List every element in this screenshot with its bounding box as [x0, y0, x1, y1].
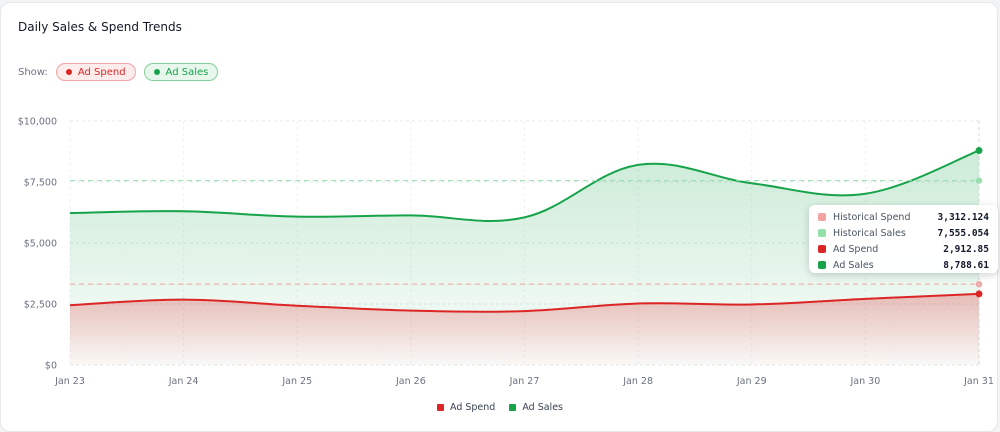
tooltip-series-value: 2,912.85: [943, 243, 989, 255]
x-tick-label: Jan 30: [849, 376, 880, 387]
x-tick-label: Jan 25: [281, 376, 312, 387]
chart-tooltip: Historical Spend 3,312.124 Historical Sale…: [809, 205, 998, 273]
show-label: Show:: [18, 66, 48, 78]
x-tick-label: Jan 28: [622, 376, 653, 387]
x-tick-label: Jan 27: [509, 376, 540, 387]
y-tick-label: $2,500: [24, 300, 57, 311]
series-line-ad-spend: [69, 292, 980, 313]
ad-spend-dot-icon: [65, 69, 72, 75]
y-tick-label: $7,500: [24, 178, 57, 189]
ad-sales-dot-icon: [153, 69, 160, 75]
legend-item-ad-sales[interactable]: Ad Sales: [509, 402, 563, 413]
y-tick-label: $0: [45, 361, 57, 372]
tooltip-row: Historical Sales 7,555.054: [818, 225, 989, 241]
toggle-ad-spend[interactable]: Ad Spend: [55, 63, 136, 81]
tooltip-series-name: Historical Spend: [833, 211, 911, 223]
tooltip-row: Historical Spend 3,312.124: [818, 209, 989, 225]
toggle-ad-sales[interactable]: Ad Sales: [143, 63, 219, 81]
x-tick-label: Jan 24: [168, 376, 199, 387]
series-toggle-row: Show: Ad Spend Ad Sales: [18, 63, 219, 81]
reference-point: [975, 177, 983, 184]
tooltip-series-value: 8,788.61: [943, 259, 989, 271]
toggle-ad-spend-label: Ad Spend: [77, 66, 126, 78]
legend-label: Ad Sales: [522, 402, 563, 413]
tooltip-swatch-icon: [818, 245, 826, 253]
legend-swatch-icon: [436, 404, 444, 411]
data-point-ad-sales: [975, 147, 983, 155]
tooltip-series-name: Ad Sales: [833, 259, 874, 271]
toggle-ad-sales-label: Ad Sales: [165, 66, 209, 78]
tooltip-series-value: 7,555.054: [937, 227, 989, 239]
y-tick-label: $10,000: [18, 117, 57, 128]
series-line-ad-sales: [69, 149, 980, 222]
x-tick-label: Jan 31: [963, 376, 994, 387]
x-tick-label: Jan 26: [395, 376, 426, 387]
x-tick-label: Jan 23: [54, 376, 85, 387]
x-tick-label: Jan 29: [736, 376, 767, 387]
tooltip-row: Ad Sales 8,788.61: [818, 257, 989, 273]
legend-item-ad-spend[interactable]: Ad Spend: [436, 402, 496, 413]
legend-swatch-icon: [509, 404, 517, 411]
chart-title: Daily Sales & Spend Trends: [18, 20, 182, 34]
y-tick-label: $5,000: [24, 239, 57, 250]
tooltip-swatch-icon: [818, 229, 826, 237]
tooltip-series-name: Historical Sales: [833, 227, 906, 239]
chart-legend: Ad Spend Ad Sales: [0, 402, 1000, 413]
tooltip-swatch-icon: [818, 261, 826, 269]
series-area-ad-spend: [70, 293, 979, 365]
legend-label: Ad Spend: [449, 402, 496, 413]
tooltip-series-value: 3,312.124: [937, 211, 989, 223]
tooltip-row: Ad Spend 2,912.85: [818, 241, 989, 257]
data-point-ad-spend: [975, 290, 983, 298]
tooltip-swatch-icon: [818, 213, 826, 221]
tooltip-series-name: Ad Spend: [833, 243, 879, 255]
